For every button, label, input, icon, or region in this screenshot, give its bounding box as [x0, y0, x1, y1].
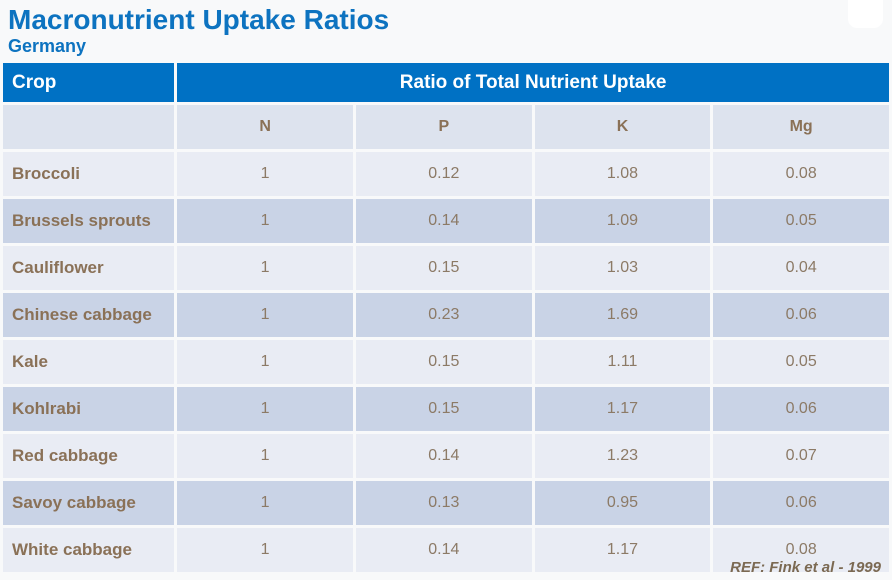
value-cell-p: 0.23 [355, 293, 532, 337]
value-cell-k: 1.03 [534, 246, 711, 290]
value-cell-n: 1 [177, 152, 353, 196]
value-cell-mg: 0.08 [713, 152, 889, 196]
value-cell-mg: 0.06 [713, 481, 889, 525]
table-row: White cabbage 1 0.14 1.17 0.08 [3, 528, 889, 572]
title-block: Macronutrient Uptake Ratios Germany [0, 0, 892, 60]
table-row: Chinese cabbage 1 0.23 1.69 0.06 [3, 293, 889, 337]
value-cell-k: 1.11 [534, 340, 711, 384]
value-cell-n: 1 [177, 528, 353, 572]
page-subtitle: Germany [8, 35, 87, 56]
table-row: Broccoli 1 0.12 1.08 0.08 [3, 152, 889, 196]
empty-header-cell [3, 105, 175, 149]
group-column-header: Ratio of Total Nutrient Uptake [177, 63, 889, 102]
value-cell-p: 0.14 [355, 528, 532, 572]
crop-name-cell: Brussels sprouts [3, 199, 175, 243]
value-cell-p: 0.14 [355, 199, 532, 243]
value-cell-p: 0.12 [355, 152, 532, 196]
corner-decoration [848, 0, 883, 28]
value-cell-k: 0.95 [534, 481, 711, 525]
value-cell-n: 1 [177, 199, 353, 243]
value-cell-p: 0.14 [355, 434, 532, 478]
value-cell-p: 0.15 [355, 340, 532, 384]
table-row: Brussels sprouts 1 0.14 1.09 0.05 [3, 199, 889, 243]
value-cell-n: 1 [177, 246, 353, 290]
crop-name-cell: Savoy cabbage [3, 481, 175, 525]
value-cell-k: 1.69 [534, 293, 711, 337]
value-cell-k: 1.17 [534, 387, 711, 431]
crop-name-cell: Broccoli [3, 152, 175, 196]
value-cell-mg: 0.07 [713, 434, 889, 478]
value-cell-k: 1.08 [534, 152, 711, 196]
crop-name-cell: Chinese cabbage [3, 293, 175, 337]
value-cell-n: 1 [177, 340, 353, 384]
reference-note: REF: Fink et al - 1999 [730, 559, 881, 576]
value-cell-p: 0.15 [355, 246, 532, 290]
value-cell-p: 0.15 [355, 387, 532, 431]
table-row: Kohlrabi 1 0.15 1.17 0.06 [3, 387, 889, 431]
value-cell-k: 1.23 [534, 434, 711, 478]
nutrient-header-k: K [534, 105, 711, 149]
table-row: Cauliflower 1 0.15 1.03 0.04 [3, 246, 889, 290]
crop-name-cell: Kale [3, 340, 175, 384]
page-title: Macronutrient Uptake Ratios [8, 4, 390, 35]
value-cell-k: 1.17 [534, 528, 711, 572]
value-cell-mg: 0.05 [713, 199, 889, 243]
table-body: Broccoli 1 0.12 1.08 0.08 Brussels sprou… [3, 152, 889, 572]
table-row: Kale 1 0.15 1.11 0.05 [3, 340, 889, 384]
nutrient-ratio-table: Crop Ratio of Total Nutrient Uptake N P … [0, 60, 892, 575]
value-cell-mg: 0.06 [713, 293, 889, 337]
value-cell-n: 1 [177, 481, 353, 525]
value-cell-mg: 0.04 [713, 246, 889, 290]
nutrient-header-row: N P K Mg [3, 105, 889, 149]
value-cell-mg: 0.06 [713, 387, 889, 431]
crop-name-cell: White cabbage [3, 528, 175, 572]
value-cell-mg: 0.08 [713, 528, 889, 572]
crop-name-cell: Kohlrabi [3, 387, 175, 431]
crop-name-cell: Cauliflower [3, 246, 175, 290]
value-cell-n: 1 [177, 434, 353, 478]
value-cell-mg: 0.05 [713, 340, 889, 384]
table-header-row: Crop Ratio of Total Nutrient Uptake [3, 63, 889, 102]
table-row: Savoy cabbage 1 0.13 0.95 0.06 [3, 481, 889, 525]
value-cell-k: 1.09 [534, 199, 711, 243]
table-row: Red cabbage 1 0.14 1.23 0.07 [3, 434, 889, 478]
value-cell-n: 1 [177, 293, 353, 337]
crop-name-cell: Red cabbage [3, 434, 175, 478]
crop-column-header: Crop [3, 63, 175, 102]
nutrient-header-n: N [177, 105, 353, 149]
value-cell-p: 0.13 [355, 481, 532, 525]
nutrient-header-p: P [355, 105, 532, 149]
value-cell-n: 1 [177, 387, 353, 431]
nutrient-header-mg: Mg [713, 105, 889, 149]
